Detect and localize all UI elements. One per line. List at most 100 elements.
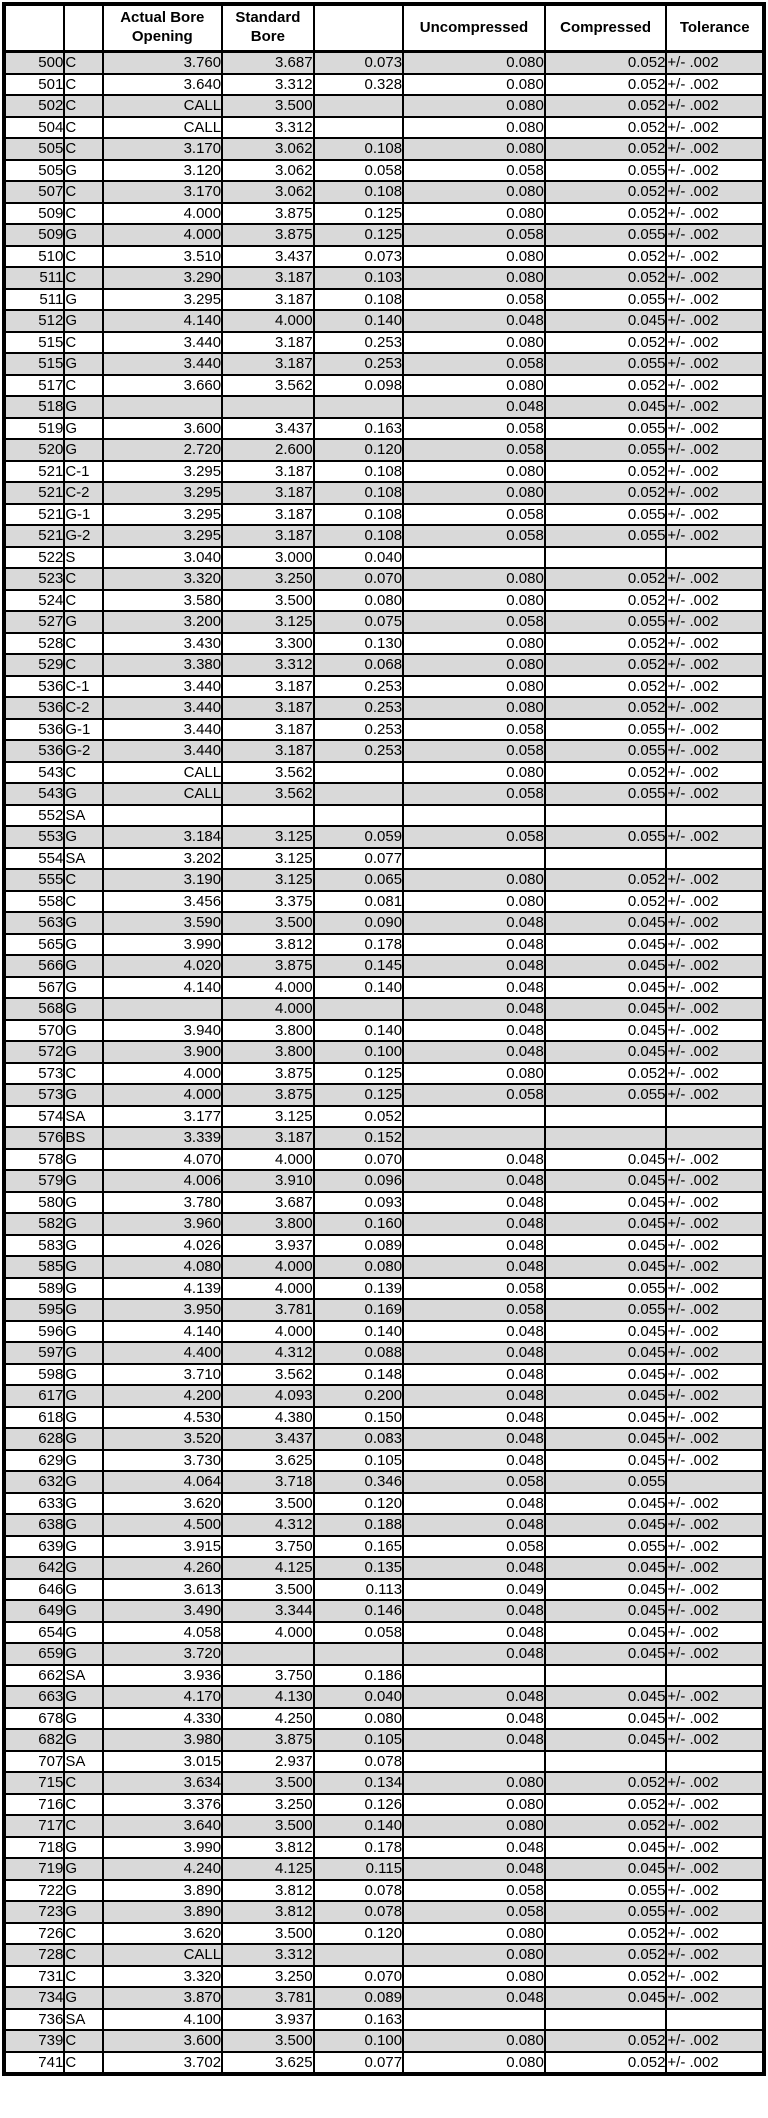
cell-actual_bore_opening: 4.000 [101, 201, 224, 225]
cell-actual_bore_opening: 4.070 [101, 1147, 224, 1171]
cell-id: 659 [2, 1642, 66, 1666]
cell-compressed: 0.055 [543, 1534, 668, 1558]
cell-id: 515 [2, 352, 66, 376]
cell-type: G [63, 1620, 104, 1644]
cell-id: 507 [2, 180, 66, 204]
cell-actual_bore_opening: 3.170 [101, 180, 224, 204]
cell-id: 582 [2, 1212, 66, 1236]
column-header-standard_bore: Standard Bore [221, 3, 315, 53]
table-row: 719 G 4.240 4.125 0.115 0.048 0.045 +/- .002 [2, 1857, 765, 1881]
table-row: 731 C 3.320 3.250 0.070 0.080 0.052 +/- .002 [2, 1964, 765, 1988]
cell-id: 716 [2, 1792, 66, 1816]
cell-compressed [543, 846, 668, 870]
cell-type: C [63, 1814, 104, 1838]
cell-id: 734 [2, 1986, 66, 2010]
cell-type: C [63, 1792, 104, 1816]
cell-type: C [63, 330, 104, 354]
cell-actual_bore_opening: 3.890 [101, 1878, 224, 1902]
cell-id: 536 [2, 717, 66, 741]
cell-compressed: 0.045 [543, 1857, 668, 1881]
cell-actual_bore_opening: 3.600 [101, 416, 224, 440]
table-row: 515 C 3.440 3.187 0.253 0.080 0.052 +/- .002 [2, 330, 765, 354]
cell-uncompressed: 0.080 [402, 244, 546, 268]
cell-standard_bore: 3.500 [221, 1491, 315, 1515]
cell-uncompressed: 0.049 [402, 1577, 546, 1601]
cell-id: 632 [2, 1470, 66, 1494]
cell-difference: 0.096 [312, 1169, 405, 1193]
cell-tolerance: +/- .002 [665, 1212, 765, 1236]
cell-standard_bore: 3.187 [221, 524, 315, 548]
table-row: 715 C 3.634 3.500 0.134 0.080 0.052 +/- .002 [2, 1771, 765, 1795]
cell-standard_bore: 3.062 [221, 158, 315, 182]
cell-id: 520 [2, 438, 66, 462]
cell-type: C [63, 180, 104, 204]
cell-difference: 0.125 [312, 1061, 405, 1085]
cell-actual_bore_opening: CALL [101, 94, 224, 118]
cell-actual_bore_opening [101, 395, 224, 419]
cell-compressed: 0.045 [543, 1577, 668, 1601]
cell-id: 574 [2, 1104, 66, 1128]
cell-type: G [63, 1276, 104, 1300]
cell-compressed: 0.045 [543, 1706, 668, 1730]
cell-id: 707 [2, 1749, 66, 1773]
cell-actual_bore_opening: 3.440 [101, 352, 224, 376]
cell-actual_bore_opening: 3.780 [101, 1190, 224, 1214]
cell-uncompressed: 0.080 [402, 201, 546, 225]
cell-type: SA [63, 1749, 104, 1773]
cell-compressed: 0.055 [543, 287, 668, 311]
cell-uncompressed: 0.048 [402, 1212, 546, 1236]
cell-type: G [63, 1405, 104, 1429]
cell-type: G [63, 352, 104, 376]
cell-uncompressed: 0.058 [402, 352, 546, 376]
cell-compressed: 0.055 [543, 782, 668, 806]
table-row: 723 G 3.890 3.812 0.078 0.058 0.055 +/- .002 [2, 1900, 765, 1924]
table-row: 573 G 4.000 3.875 0.125 0.058 0.055 +/- .002 [2, 1083, 765, 1107]
cell-standard_bore: 3.687 [221, 1190, 315, 1214]
cell-tolerance: +/- .002 [665, 932, 765, 956]
cell-difference [312, 1943, 405, 1967]
cell-tolerance: +/- .002 [665, 1642, 765, 1666]
cell-difference: 0.120 [312, 1491, 405, 1515]
cell-actual_bore_opening: 3.440 [101, 330, 224, 354]
cell-compressed [543, 545, 668, 569]
cell-standard_bore: 3.125 [221, 846, 315, 870]
cell-id: 731 [2, 1964, 66, 1988]
cell-id: 536 [2, 739, 66, 763]
cell-tolerance: +/- .002 [665, 1706, 765, 1730]
cell-type: C-2 [63, 696, 104, 720]
cell-uncompressed: 0.058 [402, 782, 546, 806]
cell-type: G [63, 1835, 104, 1859]
cell-tolerance: +/- .002 [665, 889, 765, 913]
cell-type: G [63, 932, 104, 956]
cell-compressed: 0.055 [543, 739, 668, 763]
cell-uncompressed: 0.058 [402, 158, 546, 182]
cell-id: 521 [2, 481, 66, 505]
table-row: 654 G 4.058 4.000 0.058 0.048 0.045 +/- .002 [2, 1620, 765, 1644]
cell-tolerance: +/- .002 [665, 1986, 765, 2010]
column-header-tolerance: Tolerance [665, 3, 765, 53]
cell-difference: 0.059 [312, 825, 405, 849]
cell-actual_bore_opening: 3.640 [101, 72, 224, 96]
cell-tolerance: +/- .002 [665, 309, 765, 333]
cell-tolerance: +/- .002 [665, 1835, 765, 1859]
cell-id: 573 [2, 1083, 66, 1107]
cell-standard_bore [221, 395, 315, 419]
table-row: 521 G-2 3.295 3.187 0.108 0.058 0.055 +/- .002 [2, 524, 765, 548]
cell-standard_bore: 3.937 [221, 1233, 315, 1257]
cell-tolerance: +/- .002 [665, 137, 765, 161]
cell-uncompressed: 0.048 [402, 1405, 546, 1429]
cell-uncompressed: 0.080 [402, 1061, 546, 1085]
cell-actual_bore_opening: 4.500 [101, 1513, 224, 1537]
cell-id: 563 [2, 911, 66, 935]
cell-type: G [63, 1255, 104, 1279]
cell-difference: 0.073 [312, 244, 405, 268]
cell-compressed: 0.045 [543, 1599, 668, 1623]
cell-uncompressed: 0.080 [402, 567, 546, 591]
cell-actual_bore_opening: 4.330 [101, 1706, 224, 1730]
cell-compressed: 0.055 [543, 717, 668, 741]
cell-standard_bore: 3.500 [221, 588, 315, 612]
cell-difference: 0.145 [312, 954, 405, 978]
cell-compressed: 0.052 [543, 2029, 668, 2053]
table-row: 582 G 3.960 3.800 0.160 0.048 0.045 +/- .002 [2, 1212, 765, 1236]
cell-difference: 0.188 [312, 1513, 405, 1537]
